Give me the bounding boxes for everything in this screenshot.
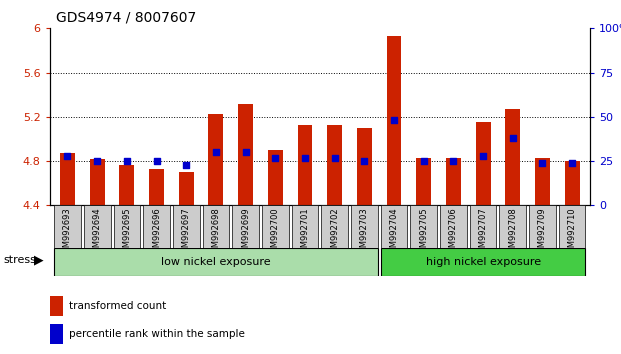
Text: GSM992701: GSM992701 <box>301 207 309 258</box>
Text: GSM992706: GSM992706 <box>449 207 458 258</box>
Bar <box>50 296 63 316</box>
Text: GSM992705: GSM992705 <box>419 207 428 258</box>
Point <box>300 155 310 160</box>
FancyBboxPatch shape <box>114 205 140 248</box>
Point <box>92 158 102 164</box>
Text: GSM992694: GSM992694 <box>93 207 102 258</box>
Point <box>508 135 518 141</box>
Text: GSM992702: GSM992702 <box>330 207 339 258</box>
Bar <box>387 36 401 205</box>
Text: GSM992693: GSM992693 <box>63 207 72 258</box>
Point <box>122 158 132 164</box>
Point <box>152 158 161 164</box>
Text: GSM992695: GSM992695 <box>122 207 132 258</box>
Point <box>181 162 191 167</box>
FancyBboxPatch shape <box>321 205 348 248</box>
FancyBboxPatch shape <box>469 205 496 248</box>
Text: low nickel exposure: low nickel exposure <box>161 257 271 267</box>
Bar <box>90 159 104 205</box>
Point <box>63 153 73 159</box>
Bar <box>297 125 312 205</box>
Point <box>389 118 399 123</box>
Bar <box>535 158 550 205</box>
Text: GSM992703: GSM992703 <box>360 207 369 258</box>
FancyBboxPatch shape <box>499 205 526 248</box>
FancyBboxPatch shape <box>529 205 556 248</box>
Point <box>448 158 458 164</box>
Point <box>240 149 250 155</box>
Bar <box>446 158 461 205</box>
Bar <box>238 104 253 205</box>
Point <box>538 160 548 166</box>
Text: GSM992699: GSM992699 <box>241 207 250 258</box>
FancyBboxPatch shape <box>262 205 289 248</box>
Text: transformed count: transformed count <box>68 301 166 311</box>
Text: GSM992710: GSM992710 <box>568 207 577 258</box>
Point <box>211 149 221 155</box>
Point <box>360 158 369 164</box>
Bar <box>505 109 520 205</box>
Bar <box>60 153 75 205</box>
Text: stress: stress <box>3 255 36 265</box>
FancyBboxPatch shape <box>84 205 111 248</box>
FancyBboxPatch shape <box>292 205 319 248</box>
FancyBboxPatch shape <box>351 205 378 248</box>
Bar <box>327 125 342 205</box>
Bar <box>119 166 134 205</box>
Text: GSM992698: GSM992698 <box>211 207 220 258</box>
FancyBboxPatch shape <box>440 205 467 248</box>
Bar <box>179 172 194 205</box>
Text: GSM992700: GSM992700 <box>271 207 280 258</box>
Bar <box>476 122 491 205</box>
Text: GSM992697: GSM992697 <box>182 207 191 258</box>
Point <box>478 153 488 159</box>
Text: high nickel exposure: high nickel exposure <box>425 257 541 267</box>
Text: GSM992696: GSM992696 <box>152 207 161 258</box>
Text: GSM992708: GSM992708 <box>508 207 517 258</box>
Text: GSM992704: GSM992704 <box>389 207 399 258</box>
FancyBboxPatch shape <box>410 205 437 248</box>
FancyBboxPatch shape <box>381 248 586 276</box>
Point <box>330 155 340 160</box>
FancyBboxPatch shape <box>559 205 586 248</box>
Text: GSM992707: GSM992707 <box>479 207 487 258</box>
Bar <box>357 128 372 205</box>
FancyBboxPatch shape <box>381 205 407 248</box>
FancyBboxPatch shape <box>54 248 378 276</box>
Point <box>567 160 577 166</box>
FancyBboxPatch shape <box>232 205 259 248</box>
Point <box>270 155 280 160</box>
FancyBboxPatch shape <box>54 205 81 248</box>
Bar <box>209 114 224 205</box>
FancyBboxPatch shape <box>173 205 199 248</box>
Bar <box>50 324 63 344</box>
Bar <box>416 158 431 205</box>
Point <box>419 158 428 164</box>
FancyBboxPatch shape <box>143 205 170 248</box>
Text: ▶: ▶ <box>34 254 43 267</box>
Bar <box>268 150 283 205</box>
Text: GSM992709: GSM992709 <box>538 207 547 258</box>
Text: percentile rank within the sample: percentile rank within the sample <box>68 330 245 339</box>
Bar <box>149 169 164 205</box>
Text: GDS4974 / 8007607: GDS4974 / 8007607 <box>56 11 196 25</box>
FancyBboxPatch shape <box>202 205 229 248</box>
Bar <box>564 161 579 205</box>
